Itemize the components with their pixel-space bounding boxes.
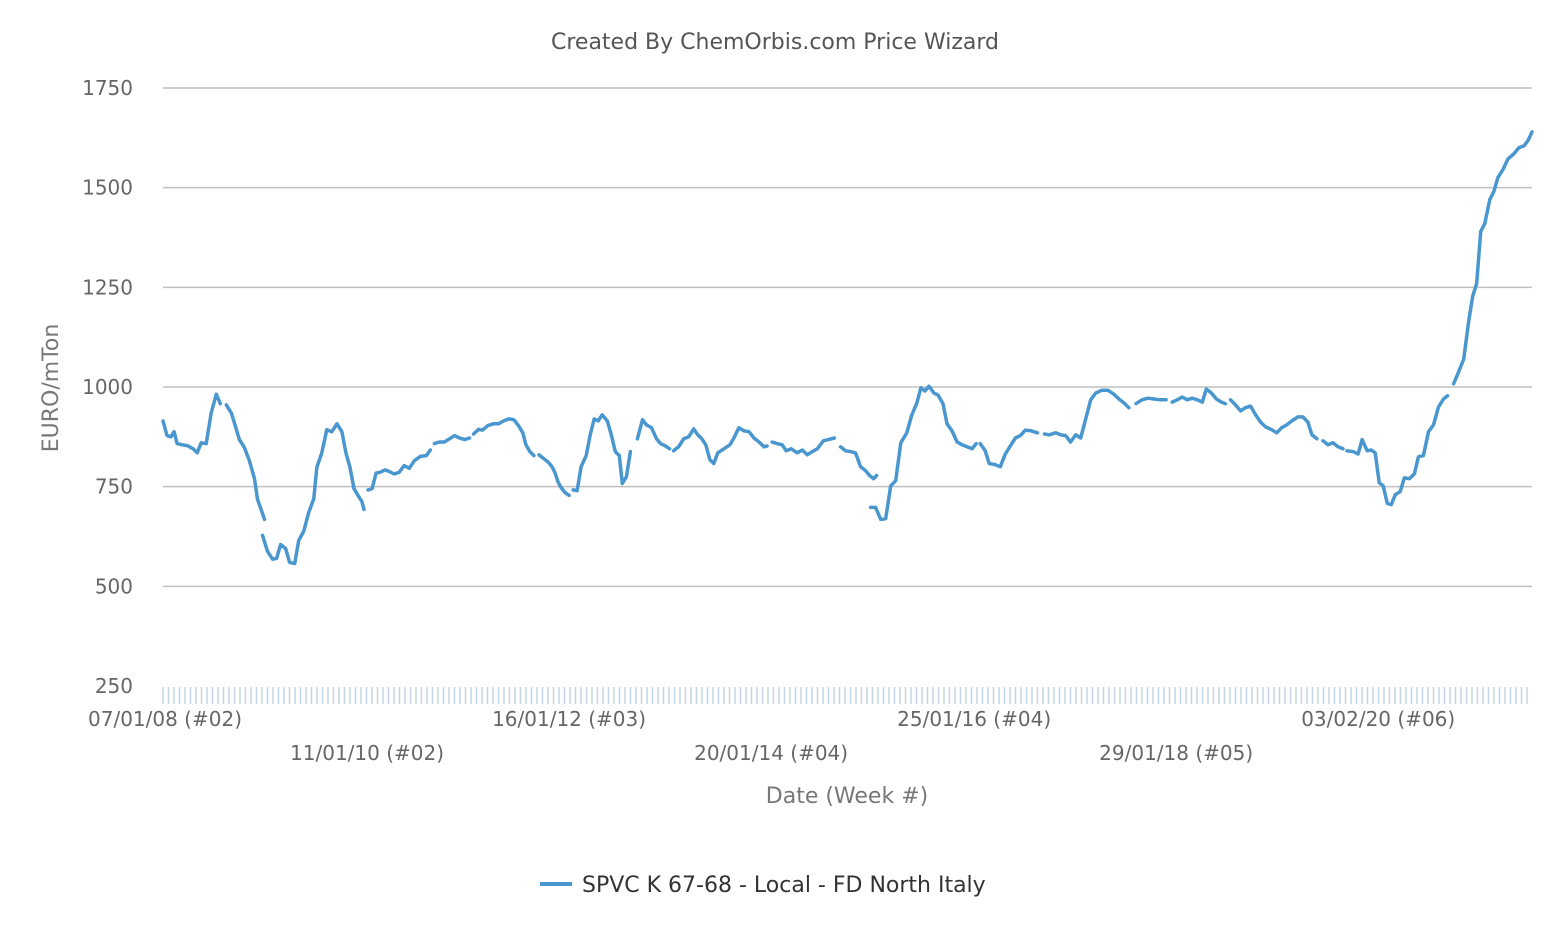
x-tick-label: 07/01/08 (#02)	[88, 707, 242, 731]
x-tick-label: 20/01/14 (#04)	[694, 741, 848, 765]
y-axis-label: EURO/mTon	[39, 324, 64, 453]
chart-title: Created By ChemOrbis.com Price Wizard	[551, 30, 999, 55]
legend[interactable]: SPVC K 67-68 - Local - FD North Italy	[540, 873, 986, 898]
series-line[interactable]	[161, 130, 1534, 566]
legend-label: SPVC K 67-68 - Local - FD North Italy	[582, 873, 986, 898]
y-tick-label: 500	[95, 574, 133, 598]
y-tick-label: 250	[95, 674, 133, 698]
x-tick-label: 25/01/16 (#04)	[897, 707, 1051, 731]
grid-lines	[163, 87, 1532, 588]
y-tick-label: 1750	[82, 76, 133, 100]
series-group	[161, 130, 1534, 566]
x-axis-minor-ticks	[162, 687, 1528, 704]
y-tick-label: 1500	[82, 176, 133, 200]
x-tick-label: 11/01/10 (#02)	[290, 741, 444, 765]
y-tick-label: 750	[95, 475, 133, 499]
y-tick-label: 1250	[82, 275, 133, 299]
x-axis-ticks: 07/01/08 (#02) 11/01/10 (#02) 16/01/12 (#0…	[88, 707, 1455, 765]
x-tick-label: 03/02/20 (#06)	[1301, 707, 1455, 731]
x-axis-label: Date (Week #)	[766, 784, 928, 809]
y-tick-label: 1000	[82, 375, 133, 399]
x-tick-label: 29/01/18 (#05)	[1099, 741, 1253, 765]
x-tick-label: 16/01/12 (#03)	[492, 707, 646, 731]
y-axis-ticks: 250 500 750 1000 1250 1500 1750	[82, 76, 133, 698]
